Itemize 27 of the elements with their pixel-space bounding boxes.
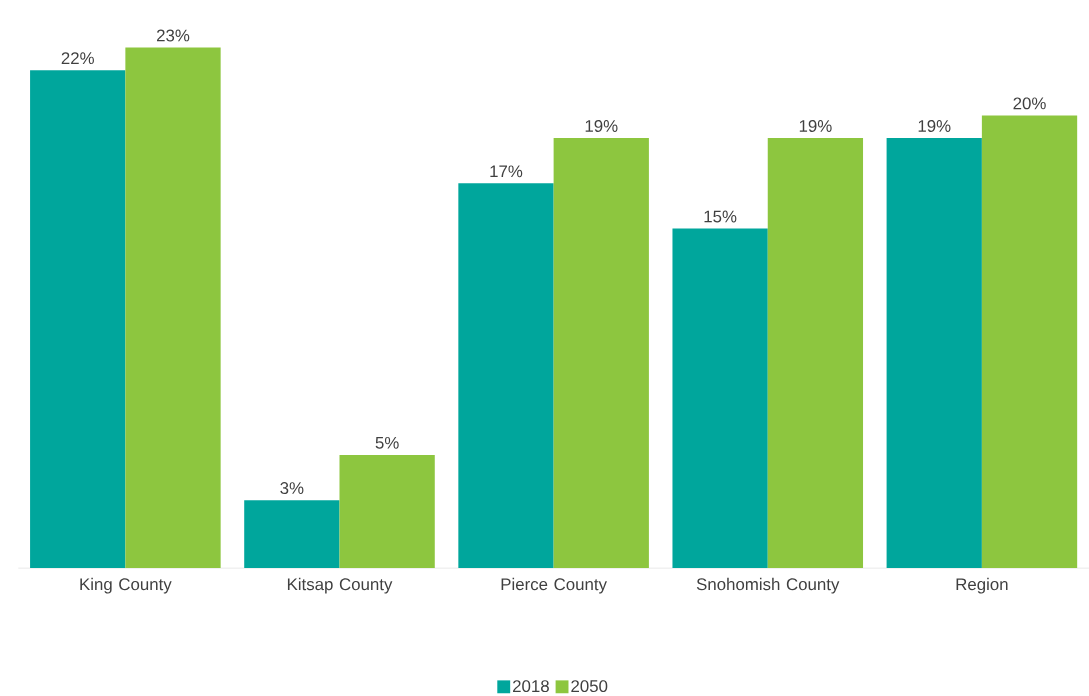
- bar: [672, 228, 768, 569]
- legend-label: 2050: [571, 680, 608, 693]
- bar: [981, 115, 1078, 569]
- bar: [886, 138, 982, 569]
- data-label: 23%: [157, 29, 190, 42]
- data-label: 15%: [704, 210, 737, 223]
- data-label: 19%: [918, 120, 951, 132]
- bar: [125, 47, 221, 569]
- x-tick-label: Pierce County: [501, 577, 607, 594]
- x-tick-label: Kitsap County: [287, 577, 393, 594]
- bar: [458, 183, 554, 569]
- legend-label: 2018: [513, 680, 549, 693]
- data-label: 20%: [1013, 97, 1046, 110]
- x-tick-label: Region: [956, 577, 1008, 594]
- data-label: 19%: [799, 120, 832, 132]
- data-label: 3%: [280, 482, 304, 495]
- bar: [339, 454, 435, 569]
- bar: [244, 500, 340, 569]
- data-label: 17%: [490, 165, 523, 178]
- bar: [767, 138, 864, 569]
- data-label: 22%: [61, 52, 94, 65]
- bar: [553, 138, 649, 569]
- data-label: 5%: [375, 436, 399, 449]
- bar: [30, 70, 126, 569]
- data-label: 19%: [585, 120, 618, 132]
- x-tick-label: Snohomish County: [696, 577, 840, 594]
- x-tick-label: King County: [80, 577, 172, 594]
